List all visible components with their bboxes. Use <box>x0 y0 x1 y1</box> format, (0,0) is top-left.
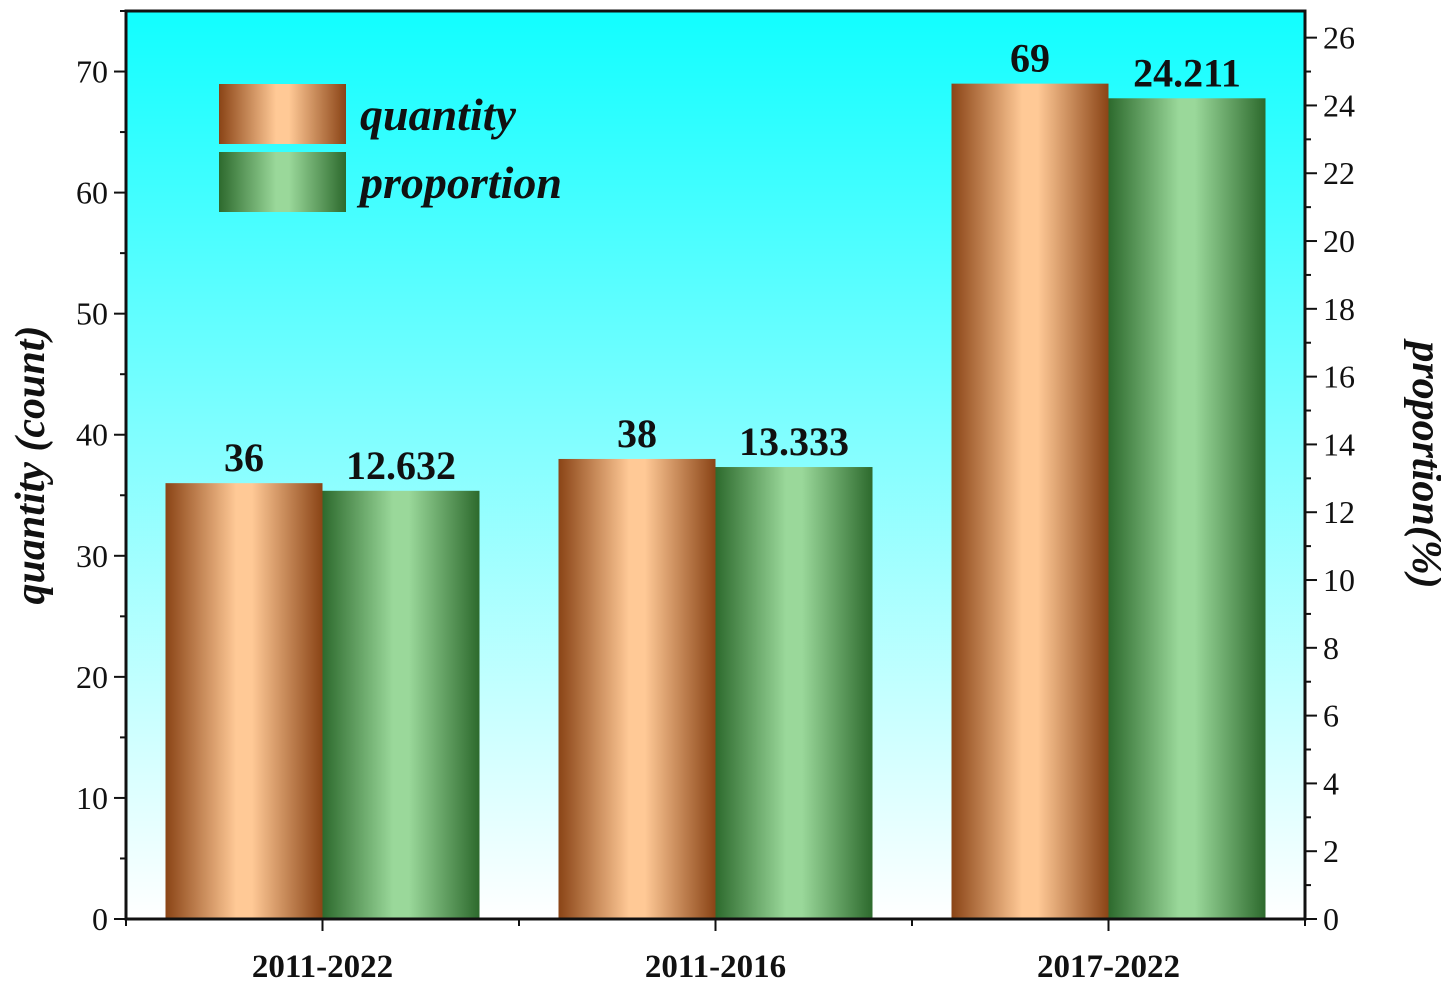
left-axis: 0 10 20 30 40 50 60 70 <box>76 10 126 937</box>
y-tick-label: 30 <box>76 538 108 574</box>
y-tick-label: 50 <box>76 296 108 332</box>
y2-tick-label: 0 <box>1323 901 1339 937</box>
y2-tick-label: 2 <box>1323 833 1339 869</box>
y2-tick-label: 12 <box>1323 494 1355 530</box>
legend-label-quantity: quantity <box>360 89 517 140</box>
data-label-proportion-2017-2022: 24.211 <box>1133 50 1241 95</box>
x-tick-label-2017-2022: 2017-2022 <box>1037 949 1180 985</box>
data-label-proportion-2011-2016: 13.333 <box>739 419 849 464</box>
y2-tick-label: 22 <box>1323 155 1355 191</box>
legend-swatch-quantity <box>219 84 346 144</box>
y2-tick-label: 8 <box>1323 630 1339 666</box>
y2-tick-label: 6 <box>1323 698 1339 734</box>
x-axis: 2011-2022 2011-2016 2017-2022 <box>125 919 1306 985</box>
y2-tick-label: 4 <box>1323 765 1339 801</box>
y2-tick-label: 10 <box>1323 562 1355 598</box>
legend-swatch-proportion <box>219 152 346 212</box>
legend: quantity proportion <box>219 84 562 212</box>
y2-tick-label: 16 <box>1323 359 1355 395</box>
y-tick-label: 10 <box>76 780 108 816</box>
y2-axis-title: proportion(%) <box>1403 338 1441 588</box>
y-tick-label: 40 <box>76 417 108 453</box>
y2-tick-label: 24 <box>1323 87 1355 123</box>
y-tick-label: 20 <box>76 659 108 695</box>
bar-proportion-2011-2022 <box>322 490 480 919</box>
x-tick-label-2011-2016: 2011-2016 <box>645 949 786 985</box>
bars-layer <box>165 83 1266 919</box>
y2-tick-label: 26 <box>1323 20 1355 56</box>
y2-tick-label: 14 <box>1323 426 1355 462</box>
y-tick-label: 0 <box>92 901 108 937</box>
y2-tick-label: 18 <box>1323 291 1355 327</box>
bar-proportion-2011-2016 <box>715 467 873 919</box>
data-labels-layer: 36 12.632 38 13.333 69 24.211 <box>224 36 1241 488</box>
y2-tick-label: 20 <box>1323 223 1355 259</box>
bar-quantity-2011-2016 <box>558 458 716 919</box>
legend-label-proportion: proportion <box>356 157 562 208</box>
data-label-quantity-2011-2022: 36 <box>224 435 264 480</box>
data-label-quantity-2017-2022: 69 <box>1010 36 1050 81</box>
data-label-quantity-2011-2016: 38 <box>617 411 657 456</box>
y-axis-title: quantity (count) <box>8 326 54 605</box>
x-tick-label-2011-2022: 2011-2022 <box>252 949 393 985</box>
bar-quantity-2017-2022 <box>951 83 1109 919</box>
bar-quantity-2011-2022 <box>165 483 323 919</box>
data-label-proportion-2011-2022: 12.632 <box>346 443 456 488</box>
y-tick-label: 70 <box>76 54 108 90</box>
bar-proportion-2017-2022 <box>1108 98 1266 919</box>
y-tick-label: 60 <box>76 175 108 211</box>
